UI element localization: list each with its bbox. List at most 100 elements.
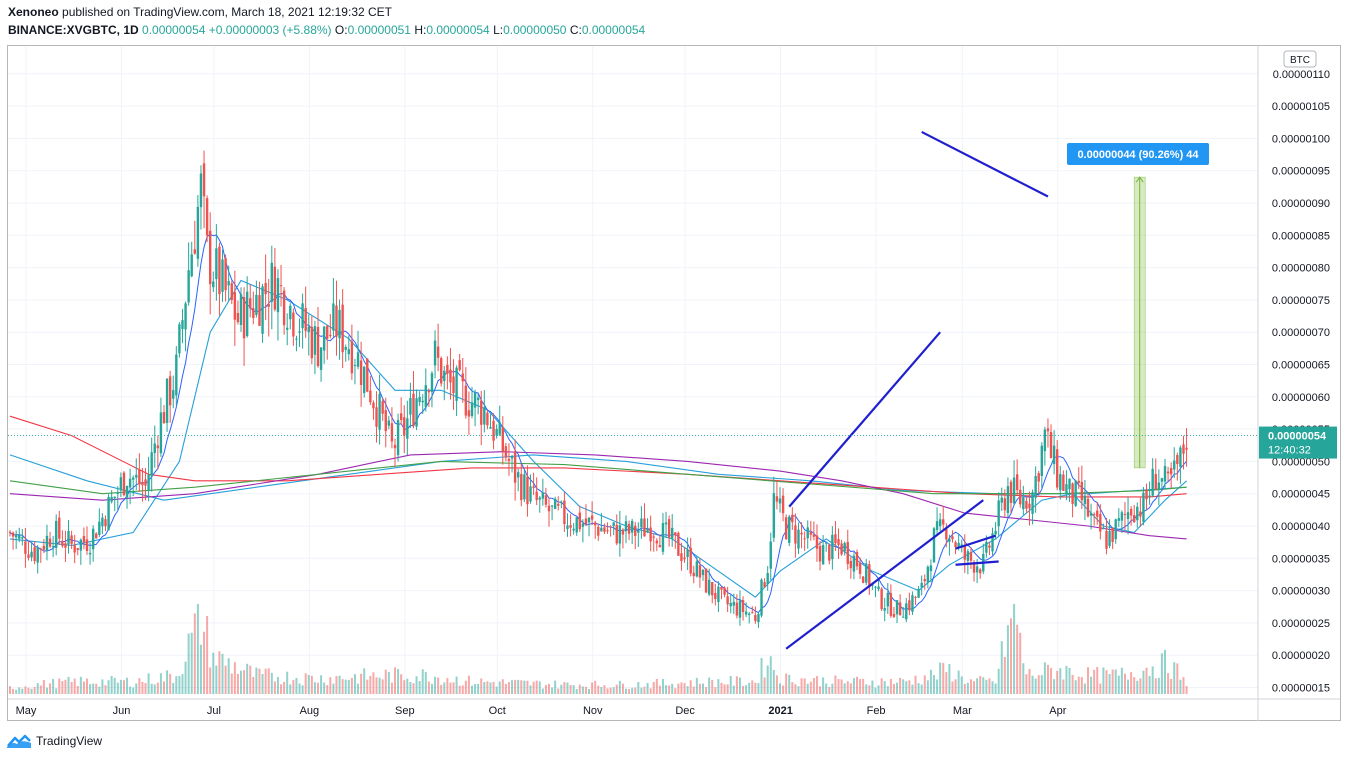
tradingview-logo[interactable]: TradingView <box>6 733 102 749</box>
volume-bar <box>665 685 668 694</box>
candle-body <box>637 530 640 533</box>
volume-bar <box>575 689 578 694</box>
volume-bar <box>64 679 67 694</box>
candle-body <box>1019 489 1022 505</box>
candle-body <box>1096 510 1099 517</box>
candle-body <box>1176 455 1179 465</box>
volume-bar <box>184 661 187 694</box>
y-tick-label: 0.00000105 <box>1272 101 1330 113</box>
last-price: 0.00000054 <box>142 23 206 37</box>
volume-bar <box>381 679 384 694</box>
volume-bar <box>572 685 575 694</box>
candle-body <box>458 360 461 371</box>
y-tick-label: 0.00000090 <box>1272 198 1330 210</box>
candle-body <box>184 303 187 330</box>
volume-bar <box>267 668 270 694</box>
volume-bar <box>889 679 892 694</box>
volume-bar <box>150 683 153 694</box>
high-label: H: <box>414 23 427 37</box>
volume-bar <box>289 684 292 694</box>
volume-bar <box>788 674 791 694</box>
volume-bar <box>187 633 190 694</box>
y-tick-label: 0.00000070 <box>1272 327 1330 339</box>
candle-body <box>298 331 301 333</box>
measure-label: 0.00000044 (90.26%) 44 <box>1077 149 1199 161</box>
candle-body <box>443 370 446 381</box>
candle-body <box>1105 530 1108 549</box>
volume-bar <box>304 673 307 694</box>
candle-body <box>513 451 517 483</box>
y-tick-label: 0.00000015 <box>1272 683 1330 695</box>
volume-bar <box>942 662 945 694</box>
y-tick-label: 0.00000060 <box>1272 392 1330 404</box>
volume-bar <box>1154 678 1157 694</box>
candle-body <box>21 537 24 539</box>
candle-body <box>818 545 822 562</box>
candle-body <box>42 545 46 550</box>
volume-bar <box>671 683 674 694</box>
candle-body <box>538 497 541 500</box>
volume-bar <box>21 688 24 694</box>
candle-body <box>609 526 612 528</box>
volume-bar <box>803 678 806 694</box>
volume-bar <box>178 676 181 694</box>
volume-bar <box>1050 668 1053 694</box>
candle-body <box>421 400 424 403</box>
volume-bar <box>52 679 55 694</box>
x-tick-label: Dec <box>675 705 695 717</box>
volume-bar <box>338 675 341 694</box>
volume-bar <box>495 686 498 694</box>
candle-body <box>85 539 89 551</box>
candle-body <box>1031 492 1034 514</box>
candle-body <box>926 566 930 583</box>
volume-bar <box>1145 667 1148 694</box>
candle-body <box>523 474 526 500</box>
volume-bar <box>1031 675 1034 694</box>
candle-body <box>504 446 508 458</box>
volume-bar <box>292 680 295 694</box>
candle-body <box>560 501 563 504</box>
volume-bar <box>714 687 717 694</box>
candle-body <box>446 364 449 374</box>
volume-bar <box>135 683 138 694</box>
candle-body <box>634 525 637 536</box>
candle-body <box>135 474 138 478</box>
volume-bar <box>708 677 711 694</box>
candle-body <box>353 365 357 367</box>
candle-body <box>1034 476 1037 498</box>
candle-body <box>418 396 421 403</box>
candle-body <box>122 472 126 496</box>
volume-bar <box>350 678 353 694</box>
candle-body <box>883 608 886 611</box>
candle-body <box>603 527 606 532</box>
candle-body <box>378 394 381 430</box>
candle-body <box>1043 429 1047 452</box>
volume-bar <box>563 682 566 694</box>
volume-bar <box>976 678 979 694</box>
candle-body <box>704 569 708 593</box>
candle-body <box>430 373 434 393</box>
candle-body <box>1123 513 1127 515</box>
measure-label-box <box>1067 143 1209 165</box>
volume-bar <box>455 676 458 694</box>
candle-body <box>1182 444 1185 454</box>
volume-bar <box>856 676 858 694</box>
y-tick-label: 0.00000085 <box>1272 230 1330 242</box>
volume-bar <box>233 662 236 694</box>
candle-body <box>667 519 671 538</box>
volume-bar <box>36 683 39 694</box>
volume-bar <box>566 682 569 694</box>
volume-bar <box>203 631 206 694</box>
volume-bar <box>227 658 230 694</box>
volume-bar <box>70 681 73 694</box>
volume-bar <box>424 671 427 694</box>
volume-bar <box>735 676 738 694</box>
candle-body <box>1068 478 1071 490</box>
volume-bar <box>923 675 926 694</box>
candle-body <box>1179 447 1182 467</box>
volume-bar <box>541 688 544 694</box>
volume-bar <box>514 679 517 694</box>
candle-body <box>1062 474 1065 491</box>
volume-bar <box>347 680 350 694</box>
